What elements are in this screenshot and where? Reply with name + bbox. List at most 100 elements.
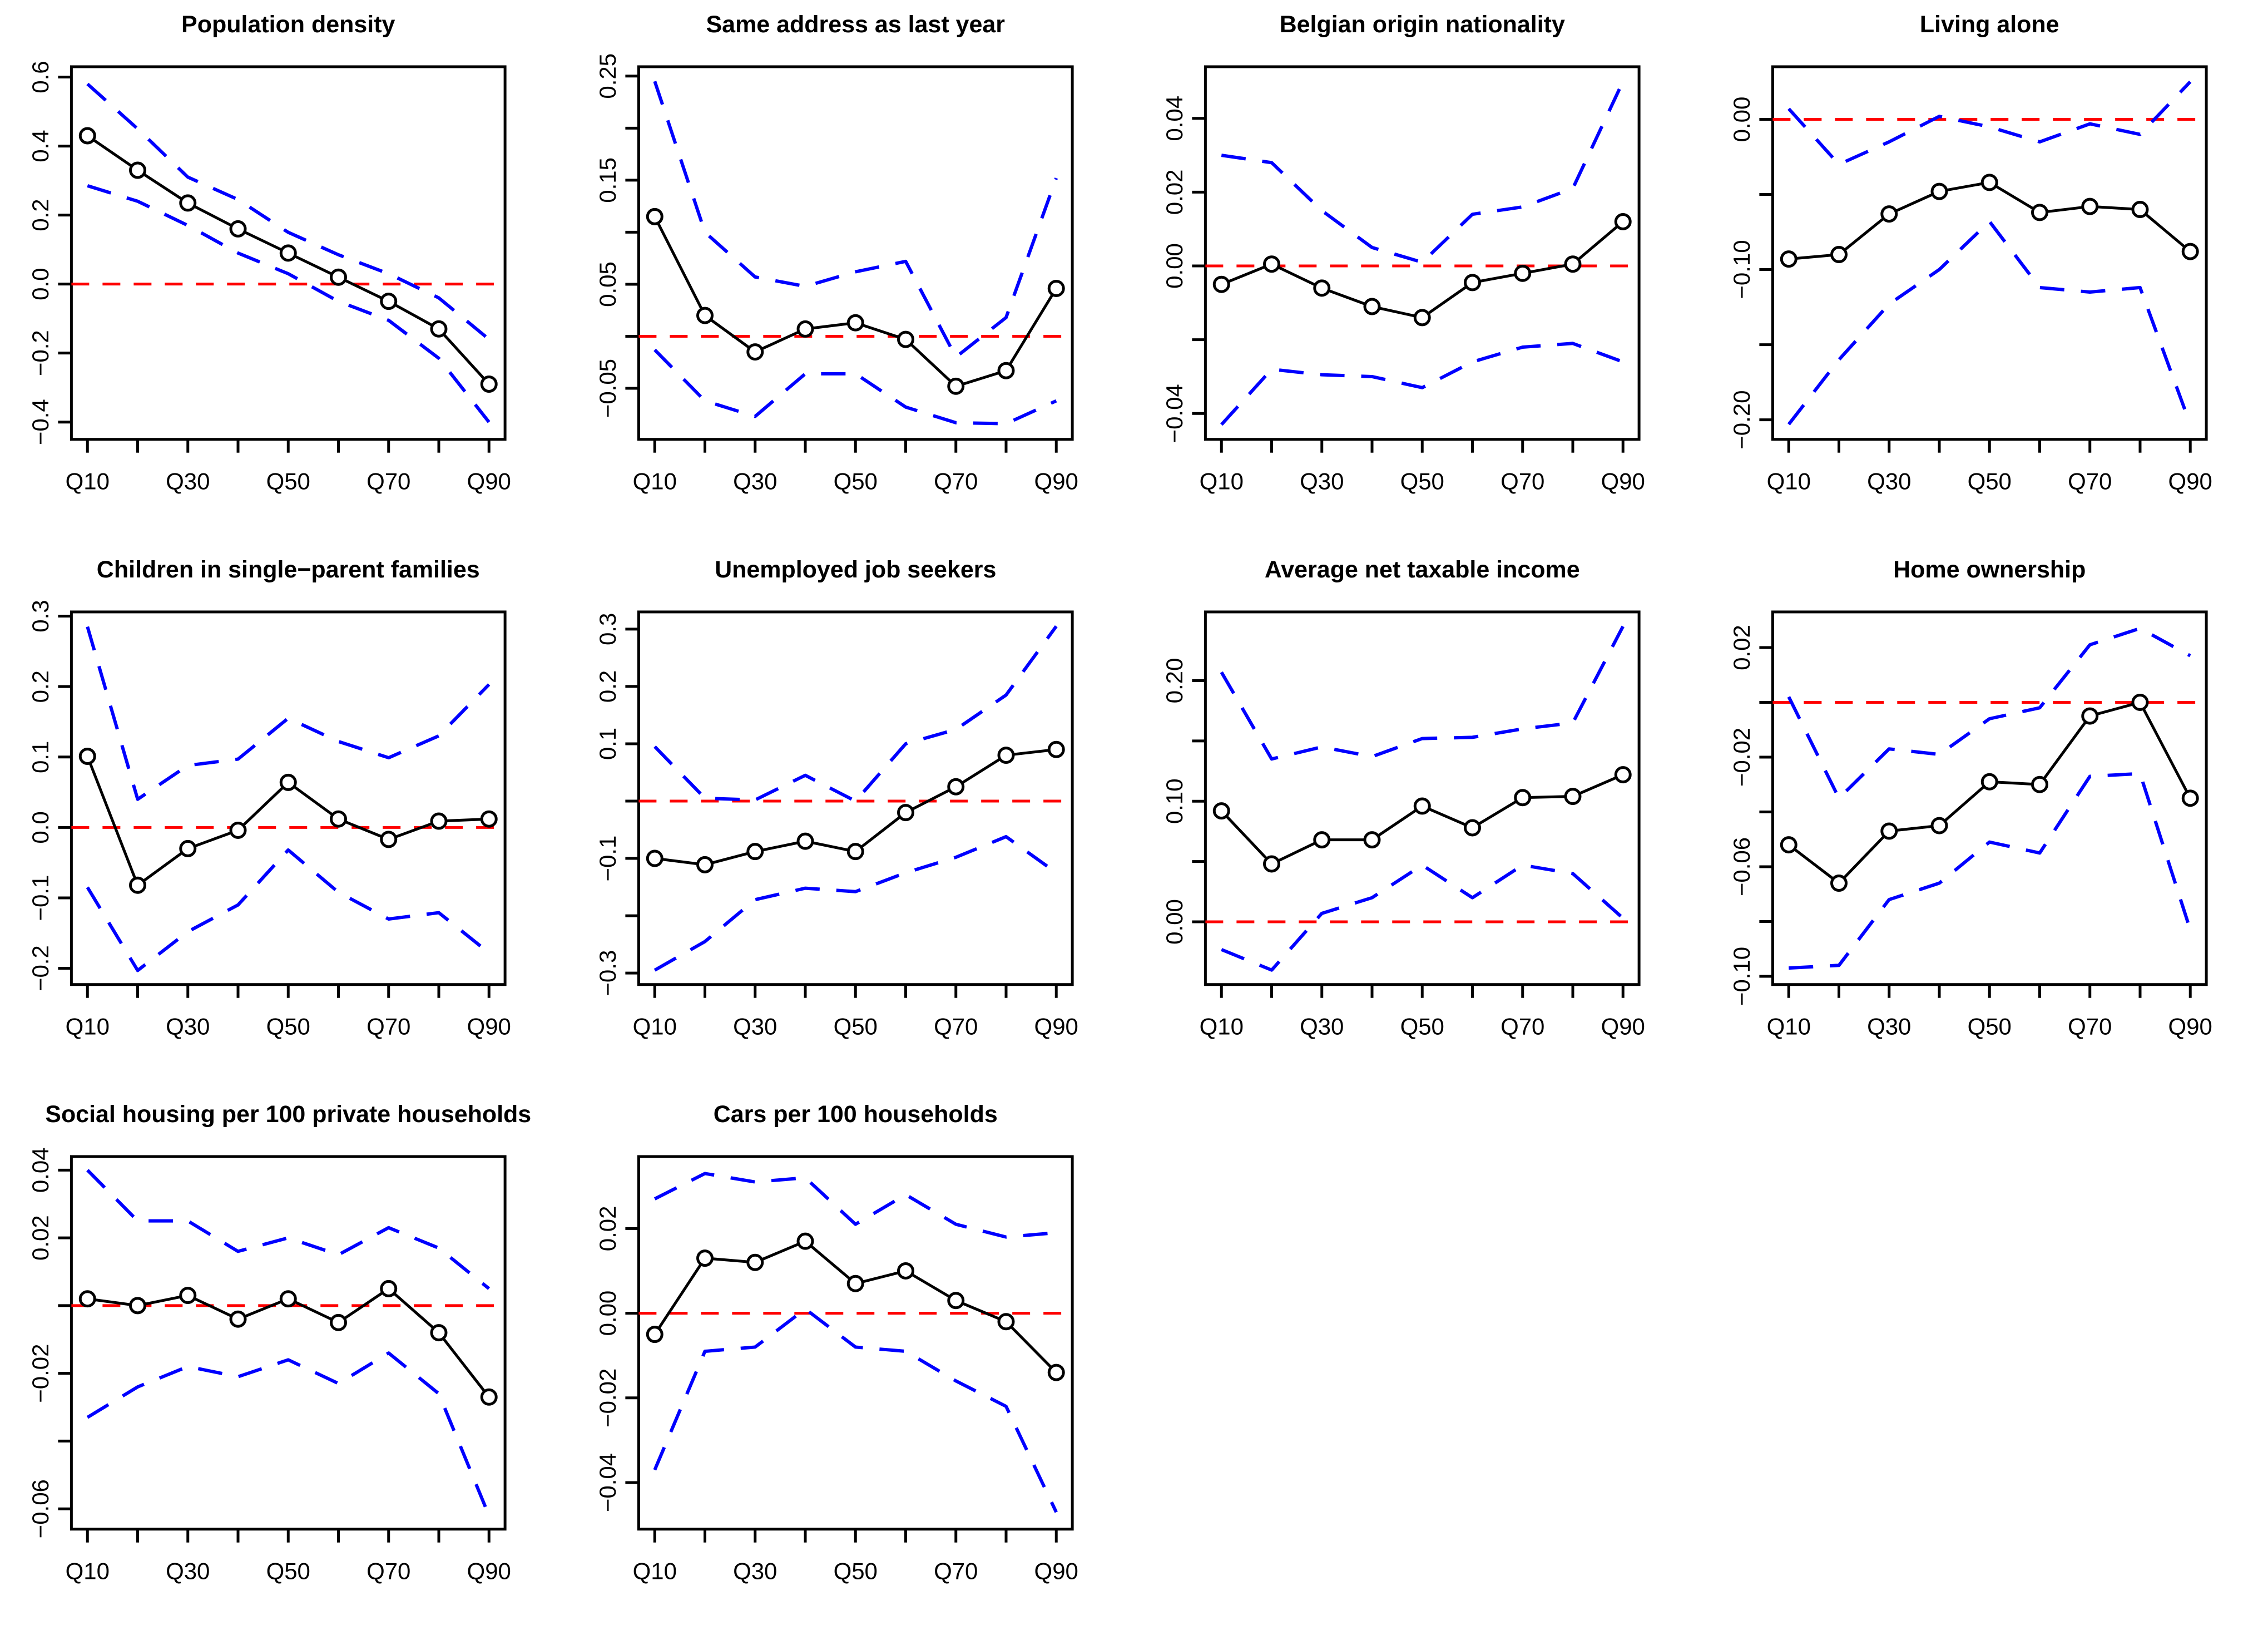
upper-95-ci-line	[652, 81, 1058, 359]
estimate-point	[1047, 740, 1065, 758]
estimate-point	[696, 1249, 714, 1267]
x-tick-label: Q30	[166, 468, 210, 495]
estimate-point	[897, 1262, 914, 1280]
lower-95-ci-line	[653, 348, 1057, 426]
estimate-point	[1514, 264, 1532, 282]
estimate-point	[179, 839, 197, 857]
estimate-point	[1980, 773, 1998, 791]
estimate-point	[2181, 789, 2199, 807]
estimate-point	[480, 1389, 498, 1406]
estimate-point	[846, 842, 864, 860]
x-tick-label: Q10	[66, 1013, 110, 1039]
x-tick-label: Q50	[833, 468, 877, 495]
estimate-point	[1980, 174, 1998, 191]
estimate-point	[129, 876, 146, 894]
x-tick-label: Q50	[1967, 468, 2011, 495]
chart-cars-per-100-households: Cars per 100 households Q10 Q30 Q50 Q70 Q90 0.…	[594, 1101, 1078, 1584]
estimate-point	[480, 810, 498, 828]
y-tick-label: −0.4	[27, 399, 53, 445]
estimate-point	[1930, 817, 1948, 834]
x-tick-label: Q30	[733, 1558, 777, 1584]
estimate-point	[1413, 797, 1431, 815]
x-tick-label: Q30	[1867, 1013, 1911, 1039]
estimate-point	[746, 343, 764, 361]
x-tick-label: Q10	[1200, 468, 1244, 495]
y-tick-label: 0.04	[1161, 96, 1187, 141]
estimate-point	[646, 849, 663, 867]
x-tick-label: Q70	[367, 468, 410, 495]
estimate-point	[380, 831, 398, 848]
estimate-point	[279, 1290, 297, 1308]
x-tick-label: Q30	[733, 1013, 777, 1039]
y-tick-label: −0.02	[27, 1344, 53, 1403]
estimate-point	[179, 194, 197, 212]
y-tick-label: −0.04	[1161, 384, 1187, 443]
x-tick-label: Q70	[934, 1013, 978, 1039]
upper-95-ci-line	[1787, 626, 2191, 800]
x-tick-label: Q10	[632, 1558, 676, 1584]
estimate-point	[129, 1297, 146, 1315]
x-tick-label: Q10	[1766, 468, 1810, 495]
estimate-point	[1212, 275, 1230, 293]
estimate-point	[1880, 205, 1898, 223]
estimate-point	[1313, 831, 1331, 848]
y-tick-label: 0.2	[27, 670, 53, 703]
plot-box	[1204, 65, 1641, 441]
estimate-point	[897, 803, 914, 821]
y-tick-label: −0.2	[27, 330, 53, 376]
y-tick-label: 0.05	[594, 261, 620, 307]
y-tick-label: 0.1	[27, 740, 53, 773]
x-tick-label: Q50	[833, 1013, 877, 1039]
y-tick-label: 0.02	[1161, 170, 1187, 215]
estimate-point	[2031, 775, 2048, 793]
panel-title: Unemployed job seekers	[715, 556, 996, 583]
estimate-point	[646, 208, 663, 225]
upper-95-ci-line	[1220, 625, 1625, 761]
estimate-point	[796, 1233, 814, 1251]
estimate-point	[746, 842, 764, 860]
panel-title: Children in single−parent families	[97, 556, 480, 583]
x-tick-label: Q70	[2068, 468, 2112, 495]
x-tick-label: Q50	[1967, 1013, 2011, 1039]
estimate-line	[1220, 773, 1624, 866]
estimate-point	[480, 376, 498, 393]
x-tick-label: Q30	[1300, 1013, 1344, 1039]
y-tick-label: 0.02	[27, 1216, 53, 1261]
estimate-point	[329, 1314, 347, 1332]
panel-children-in-single-parent-families: Children in single−parent families Q10 Q30…	[0, 545, 567, 1090]
estimate-point	[947, 377, 964, 395]
chart-belgian-origin-nationality: Belgian origin nationality Q10 Q30 Q50 Q70 Q9…	[1161, 11, 1645, 495]
estimate-point	[2081, 197, 2098, 215]
estimate-point	[947, 1292, 964, 1310]
estimate-point	[179, 1287, 197, 1305]
estimate-point	[229, 220, 247, 238]
estimate-point	[1830, 246, 1848, 264]
panel-title: Population density	[181, 11, 395, 38]
x-tick-label: Q30	[733, 468, 777, 495]
y-tick-label: −0.20	[1728, 391, 1754, 449]
panel-title: Cars per 100 households	[713, 1101, 997, 1128]
estimate-point	[430, 1324, 448, 1342]
lower-95-ci-line	[86, 848, 491, 972]
x-tick-label: Q50	[266, 1558, 310, 1584]
estimate-point	[1830, 874, 1848, 892]
estimate-point	[2131, 693, 2148, 711]
plot-box	[637, 65, 1074, 441]
y-tick-label: −0.02	[594, 1369, 620, 1427]
estimate-point	[1614, 213, 1632, 230]
panel-same-address-as-last-year: Same address as last year Q10 Q30 Q50 Q70 Q90…	[567, 0, 1135, 545]
panel-social-housing-per-100-private-households: Social housing per 100 private household…	[0, 1090, 567, 1635]
y-tick-label: 0.2	[27, 199, 53, 231]
x-tick-label: Q70	[934, 468, 978, 495]
y-tick-label: −0.3	[594, 950, 620, 996]
estimate-point	[430, 320, 448, 338]
y-tick-label: −0.02	[1728, 728, 1754, 787]
estimate-point	[1463, 819, 1481, 837]
lower-95-ci-line	[1787, 220, 2192, 426]
estimate-point	[796, 320, 814, 338]
estimate-point	[2081, 707, 2098, 725]
estimate-point	[1564, 787, 1582, 805]
y-tick-label: 0.02	[594, 1206, 620, 1252]
x-tick-label: Q30	[166, 1558, 210, 1584]
estimate-point	[1880, 822, 1898, 840]
